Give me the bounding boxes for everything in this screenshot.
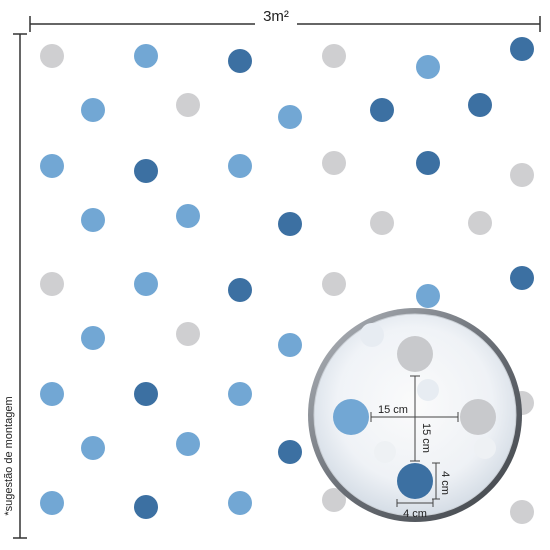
pattern-dot — [370, 211, 394, 235]
pattern-dot — [40, 491, 64, 515]
pattern-dot — [176, 322, 200, 346]
pattern-dot — [416, 151, 440, 175]
pattern-dot — [278, 212, 302, 236]
mounting-suggestion-note: *sugestão de montagem — [3, 396, 15, 515]
pattern-dot — [510, 500, 534, 524]
pattern-dot — [278, 105, 302, 129]
pattern-dot — [468, 211, 492, 235]
pattern-dot — [416, 284, 440, 308]
pattern-dot — [134, 159, 158, 183]
pattern-dot — [134, 382, 158, 406]
pattern-dot — [81, 208, 105, 232]
pattern-dot — [278, 440, 302, 464]
inset-dot-height-label: 4 cm — [439, 471, 451, 495]
pattern-dot — [81, 326, 105, 350]
dot-pattern — [40, 37, 534, 524]
pattern-dot — [176, 204, 200, 228]
pattern-dot — [134, 272, 158, 296]
pattern-dot — [134, 44, 158, 68]
pattern-dot — [228, 382, 252, 406]
inset-bottom-dot — [397, 463, 433, 499]
pattern-dot — [468, 93, 492, 117]
pattern-dot — [40, 154, 64, 178]
width-label: 3m² — [263, 8, 289, 25]
pattern-dot — [416, 55, 440, 79]
pattern-dot — [134, 495, 158, 519]
inset-right-dot — [460, 399, 496, 435]
inset-top-dot — [397, 336, 433, 372]
inset-vertical-spacing-label: 15 cm — [420, 423, 432, 453]
inset-left-dot — [333, 399, 369, 435]
pattern-dot — [228, 491, 252, 515]
pattern-dot — [370, 98, 394, 122]
pattern-dot — [40, 44, 64, 68]
width-dimension: 3m² — [29, 8, 541, 32]
pattern-dot — [40, 382, 64, 406]
inset-dot-width-label: 4 cm — [403, 508, 427, 520]
pattern-dot — [278, 333, 302, 357]
pattern-dot — [81, 98, 105, 122]
inset-horizontal-spacing-label: 15 cm — [378, 404, 408, 416]
pattern-dot — [322, 272, 346, 296]
pattern-dot — [176, 432, 200, 456]
pattern-dot — [228, 49, 252, 73]
pattern-dot — [322, 44, 346, 68]
height-dimension: *sugestão de montagem — [3, 33, 27, 539]
pattern-dot — [510, 37, 534, 61]
pattern-dot — [228, 278, 252, 302]
pattern-dot — [510, 163, 534, 187]
pattern-dot — [322, 488, 346, 512]
pattern-dot — [228, 154, 252, 178]
pattern-dot — [510, 266, 534, 290]
pattern-dot — [40, 272, 64, 296]
magnifier-inset: 15 cm 15 cm 4 cm 4 cm — [308, 308, 522, 522]
pattern-dot — [176, 93, 200, 117]
pattern-dot — [81, 436, 105, 460]
pattern-dot — [322, 151, 346, 175]
